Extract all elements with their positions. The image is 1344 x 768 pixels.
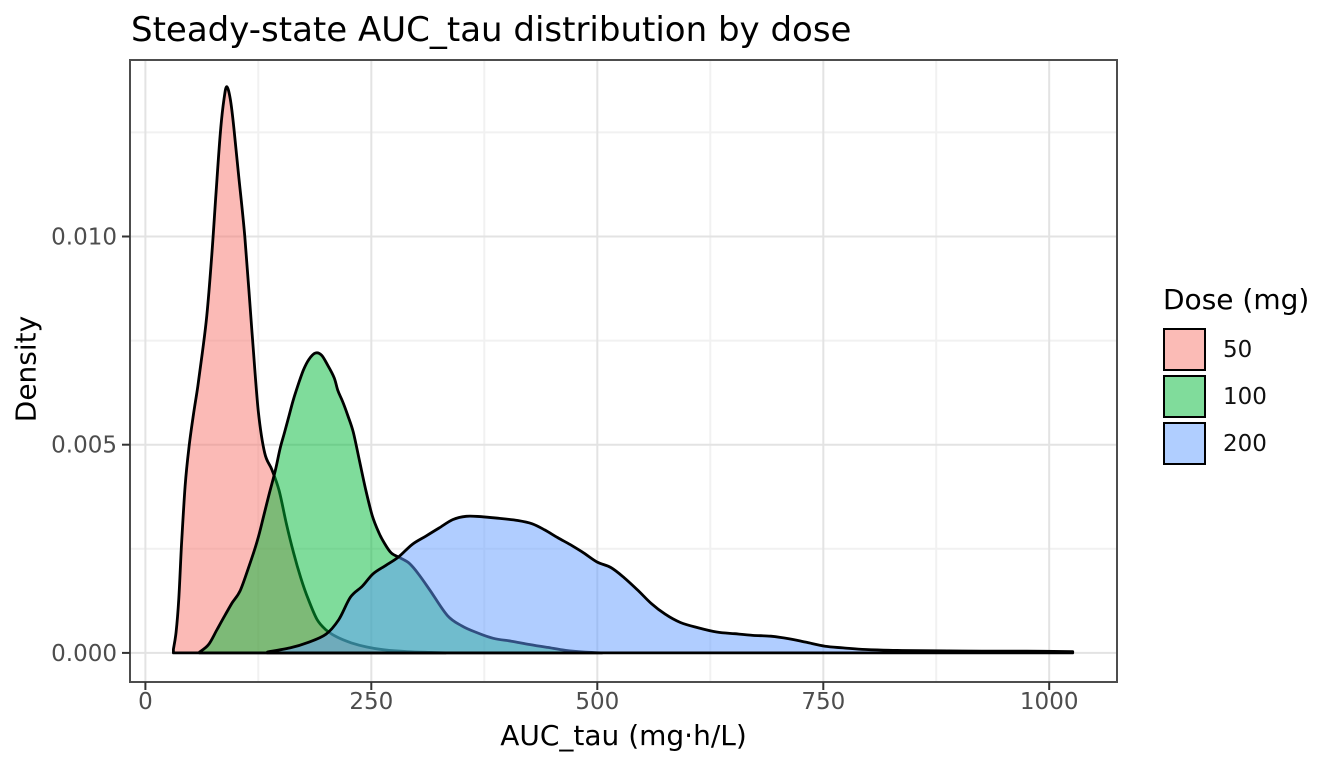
legend-label-200: 200 bbox=[1223, 430, 1267, 457]
panel-border bbox=[129, 59, 1118, 683]
y-tick-label: 0.005 bbox=[51, 433, 117, 459]
legend: Dose (mg) 50 100 200 bbox=[1163, 283, 1309, 469]
legend-swatch-100 bbox=[1163, 375, 1206, 418]
legend-title: Dose (mg) bbox=[1163, 283, 1310, 316]
x-tick-label: 250 bbox=[349, 689, 393, 715]
legend-swatch-50 bbox=[1163, 328, 1206, 371]
y-tick-label: 0.000 bbox=[51, 641, 117, 667]
grid-minor bbox=[130, 60, 1117, 682]
legend-label-50: 50 bbox=[1223, 336, 1253, 363]
x-tick-label: 0 bbox=[138, 689, 153, 715]
y-tick-label: 0.010 bbox=[51, 225, 117, 251]
panel-border-layer bbox=[129, 59, 1118, 683]
y-axis-title: Density bbox=[9, 315, 43, 423]
legend-item-200: 200 bbox=[1163, 422, 1309, 465]
x-tick-label: 500 bbox=[575, 689, 619, 715]
x-tick-label: 750 bbox=[801, 689, 845, 715]
density-curve-200 bbox=[266, 514, 1075, 655]
legend-item-50: 50 bbox=[1163, 328, 1309, 371]
plot-title: Steady-state AUC_tau distribution by dos… bbox=[131, 10, 852, 50]
legend-label-100: 100 bbox=[1223, 383, 1267, 410]
y-axis: 0.000 0.005 0.010 bbox=[51, 225, 130, 667]
legend-swatch-200 bbox=[1163, 422, 1206, 465]
legend-item-100: 100 bbox=[1163, 375, 1309, 418]
x-tick-label: 1000 bbox=[1020, 689, 1079, 715]
curves-layer bbox=[172, 85, 1075, 655]
x-axis-title: AUC_tau (mg·h/L) bbox=[500, 719, 747, 752]
x-axis: 0 250 500 750 1000 bbox=[138, 682, 1078, 715]
